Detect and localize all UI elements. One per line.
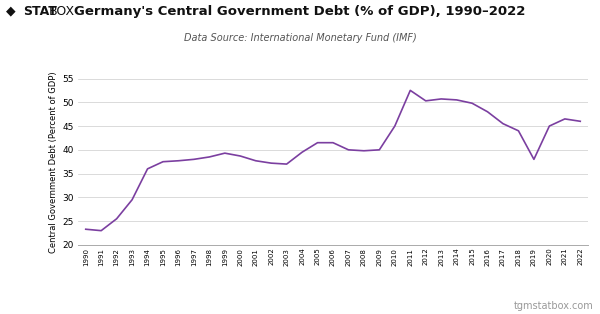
Text: Data Source: International Monetary Fund (IMF): Data Source: International Monetary Fund…	[184, 33, 416, 43]
Text: tgmstatbox.com: tgmstatbox.com	[514, 301, 594, 311]
Text: STAT: STAT	[23, 5, 56, 18]
Y-axis label: Central Government Debt (Percent of GDP): Central Government Debt (Percent of GDP)	[49, 71, 58, 252]
Text: ◆: ◆	[6, 5, 16, 18]
Text: BOX: BOX	[49, 5, 76, 18]
Text: Germany's Central Government Debt (% of GDP), 1990–2022: Germany's Central Government Debt (% of …	[74, 5, 526, 18]
